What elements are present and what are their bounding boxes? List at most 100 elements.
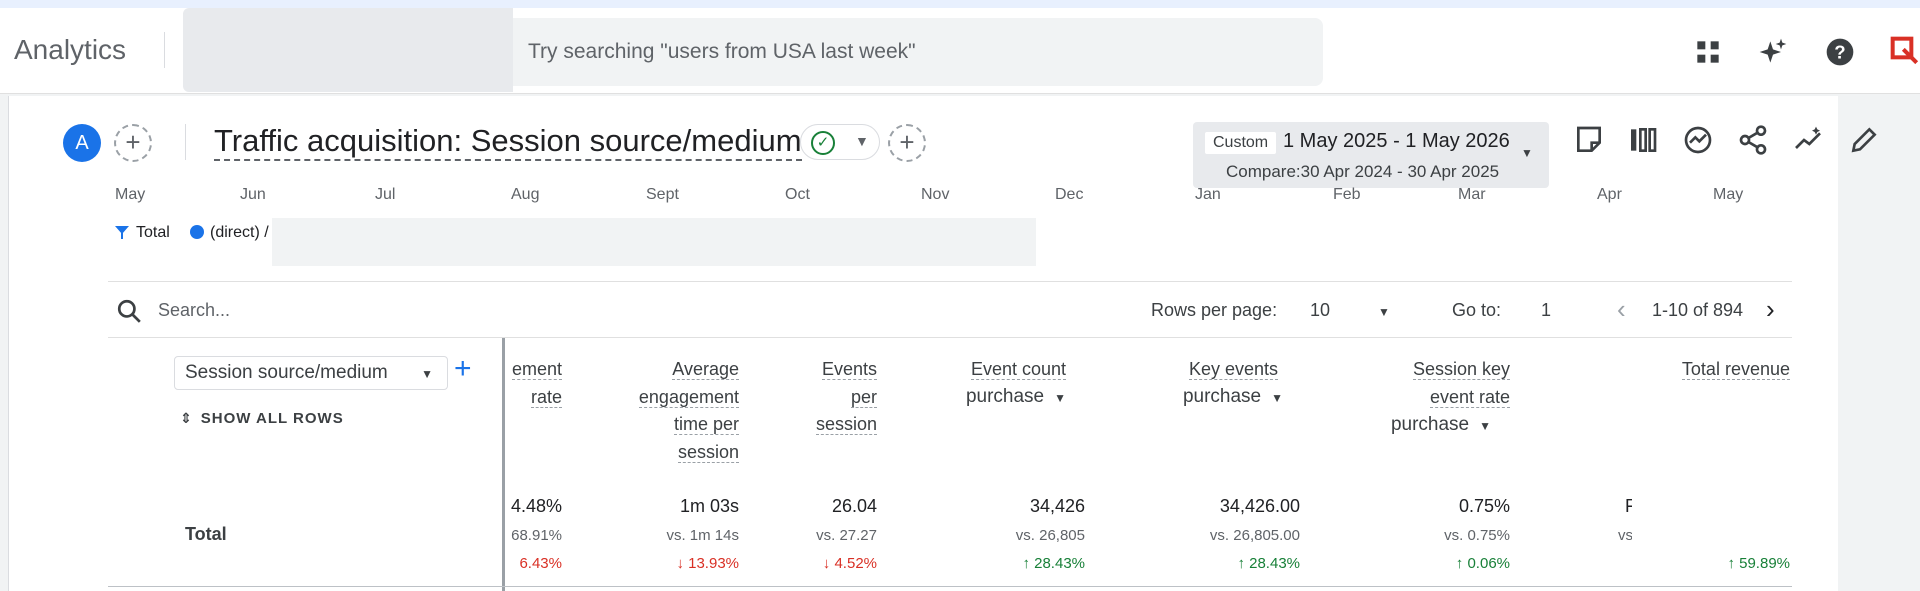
compare-columns-icon[interactable] [1627, 124, 1659, 156]
col-header-session-key-event-rate[interactable]: Session key event rate [1412, 356, 1510, 411]
account-selector[interactable] [183, 8, 513, 92]
axis-label: Dec [1055, 186, 1084, 203]
session-key-event-rate-filter[interactable]: purchase ▼ [1391, 414, 1491, 436]
cell-compare: vs. 0.75% [1444, 527, 1510, 544]
show-all-label: SHOW ALL ROWS [200, 410, 344, 427]
axis-label: May [115, 186, 146, 203]
cell-compare: vs. 26,805 [1015, 527, 1085, 544]
app-name[interactable]: Analytics [14, 34, 127, 65]
header-text: Event count [970, 359, 1066, 380]
share-icon[interactable] [1737, 124, 1769, 156]
divider [108, 281, 1792, 282]
header-text: session [677, 441, 739, 463]
event-count-filter[interactable]: purchase ▼ [966, 386, 1066, 408]
insights-chart-icon[interactable] [1682, 124, 1714, 156]
cell-change: ↓ 13.93% [676, 555, 739, 572]
col-header-total-revenue[interactable]: Total revenue [1681, 356, 1790, 384]
divider [108, 337, 1792, 338]
show-all-rows-button[interactable]: ⇕ SHOW ALL ROWS [180, 410, 344, 427]
total-legend-icon [115, 226, 129, 239]
right-margin [1838, 96, 1920, 591]
report-card [8, 96, 1912, 591]
axis-label: Nov [921, 186, 950, 203]
brand-divider [164, 32, 165, 68]
col-header-event-count[interactable]: Event count [970, 356, 1066, 384]
check-circle-icon: ✓ [811, 131, 835, 155]
chevron-down-icon: ▼ [1521, 146, 1533, 160]
axis-label: Jul [375, 186, 396, 203]
search-bar[interactable]: Try searching "users from USA last week" [183, 8, 1323, 92]
header-text: time per [673, 414, 739, 435]
cell-compare: vs. 27.27 [816, 527, 877, 544]
header-divider [185, 124, 186, 160]
cell-value: 34,426 [1029, 496, 1085, 516]
filter-value: purchase [965, 386, 1045, 407]
col-header-key-events[interactable]: Key events [1188, 356, 1278, 384]
cell-compare: vs. 26,805.00 [1209, 527, 1300, 544]
cell-value: 34,426.00 [1219, 496, 1300, 516]
key-events-filter[interactable]: purchase ▼ [1183, 386, 1283, 408]
page-title[interactable]: Traffic acquisition: Session source/medi… [214, 123, 802, 161]
svg-text:?: ? [1834, 42, 1845, 63]
chevron-down-icon: ▼ [855, 133, 869, 149]
rows-per-page-value[interactable]: 10 [1310, 300, 1331, 320]
apps-icon[interactable] [1692, 36, 1724, 68]
insights-sparkle-icon[interactable] [1757, 36, 1789, 68]
date-badge: Custom [1205, 132, 1277, 154]
frozen-column-divider[interactable] [502, 338, 505, 591]
rows-per-page-label: Rows per page: [1151, 300, 1278, 320]
help-icon[interactable]: ? [1824, 36, 1856, 68]
legend-item-total[interactable]: Total [114, 224, 170, 242]
cell-value: 26.04 [831, 496, 877, 516]
chevron-down-icon: ▼ [1479, 419, 1491, 433]
header-text: Key events [1188, 359, 1278, 380]
compare-range: Compare:30 Apr 2024 - 30 Apr 2025 [1226, 162, 1500, 181]
cell-change: ↑ 0.06% [1455, 555, 1510, 572]
goto-label: Go to: [1452, 300, 1502, 320]
search-icon [117, 299, 141, 323]
report-status-dropdown[interactable]: ✓ ▼ [800, 124, 880, 160]
col-header-events-per-session[interactable]: Events per session [815, 356, 877, 439]
legend-item-direct[interactable]: (direct) / [190, 224, 269, 242]
legend-label: (direct) / [210, 224, 269, 241]
edit-icon[interactable] [1848, 124, 1880, 156]
avatar[interactable]: A [63, 124, 101, 162]
add-comparison-button[interactable]: + [114, 124, 152, 162]
dimension-select-value: Session source/medium [185, 362, 388, 383]
header-text: Total revenue [1681, 359, 1790, 380]
filter-value: purchase [1390, 414, 1470, 435]
date-range-picker[interactable]: Custom 1 May 2025 - 1 May 2026 Compare:3… [1193, 122, 1549, 188]
total-row-label: Total [185, 524, 227, 544]
top-strip [0, 0, 1920, 8]
add-card-button[interactable]: + [888, 124, 926, 162]
col-header-avg-engagement-time[interactable]: Average engagement time per session [638, 356, 739, 466]
revenue-redacted [1632, 465, 1838, 541]
header-text: Events [821, 359, 877, 380]
goto-input[interactable]: 1 [1541, 300, 1552, 320]
header-text: Session key [1412, 359, 1510, 380]
cell-change: ↓ 4.52% [822, 555, 877, 572]
page-info: 1-10 of 894 [1652, 300, 1744, 320]
add-dimension-button[interactable]: + [454, 352, 472, 385]
axis-label: Oct [785, 186, 810, 203]
search-placeholder: Try searching "users from USA last week" [528, 40, 916, 63]
chevron-down-icon[interactable]: ▼ [1378, 305, 1390, 319]
insights-trend-icon[interactable] [1792, 124, 1824, 156]
col-header-engagement-rate[interactable]: ement rate [511, 356, 562, 411]
cell-change: ↑ 59.89% [1727, 555, 1790, 572]
prev-page-icon[interactable]: ‹ [1617, 294, 1626, 324]
header-text: Average [672, 359, 739, 380]
filter-value: purchase [1182, 386, 1262, 407]
next-page-icon[interactable]: › [1766, 294, 1775, 324]
dimension-select[interactable]: Session source/medium ▼ [174, 356, 448, 390]
cell-change: ↑ 28.43% [1237, 555, 1300, 572]
header-text: session [815, 414, 877, 435]
header-text: engagement [638, 386, 739, 408]
chevron-down-icon: ▼ [1054, 391, 1066, 405]
header-text: rate [530, 386, 562, 408]
cell-compare: vs [1618, 527, 1633, 544]
legend-label: Total [136, 224, 170, 241]
series-dot-icon [190, 225, 204, 239]
chevron-down-icon: ▼ [1271, 391, 1283, 405]
note-icon[interactable] [1573, 124, 1605, 156]
